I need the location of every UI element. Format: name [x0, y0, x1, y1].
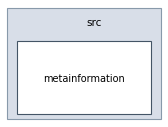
Text: src: src [86, 18, 102, 28]
Text: metainformation: metainformation [43, 74, 125, 84]
Bar [7, 8, 161, 119]
Bar [17, 41, 151, 114]
